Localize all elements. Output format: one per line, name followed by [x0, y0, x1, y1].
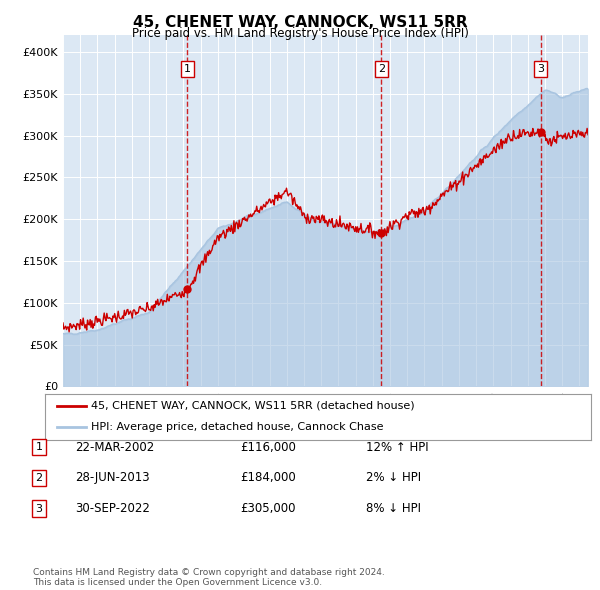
- Text: 3: 3: [537, 64, 544, 74]
- Text: Price paid vs. HM Land Registry's House Price Index (HPI): Price paid vs. HM Land Registry's House …: [131, 27, 469, 40]
- Text: 12% ↑ HPI: 12% ↑ HPI: [366, 441, 428, 454]
- Text: 8% ↓ HPI: 8% ↓ HPI: [366, 502, 421, 515]
- Text: Contains HM Land Registry data © Crown copyright and database right 2024.
This d: Contains HM Land Registry data © Crown c…: [33, 568, 385, 587]
- Text: 45, CHENET WAY, CANNOCK, WS11 5RR (detached house): 45, CHENET WAY, CANNOCK, WS11 5RR (detac…: [91, 401, 415, 411]
- Text: 2: 2: [378, 64, 385, 74]
- Text: 45, CHENET WAY, CANNOCK, WS11 5RR: 45, CHENET WAY, CANNOCK, WS11 5RR: [133, 15, 467, 30]
- Text: HPI: Average price, detached house, Cannock Chase: HPI: Average price, detached house, Cann…: [91, 422, 384, 432]
- Text: 1: 1: [184, 64, 191, 74]
- Text: 3: 3: [35, 504, 43, 513]
- Text: £116,000: £116,000: [240, 441, 296, 454]
- Text: 22-MAR-2002: 22-MAR-2002: [75, 441, 154, 454]
- Text: 2% ↓ HPI: 2% ↓ HPI: [366, 471, 421, 484]
- Text: £184,000: £184,000: [240, 471, 296, 484]
- Text: 30-SEP-2022: 30-SEP-2022: [75, 502, 150, 515]
- Text: 2: 2: [35, 473, 43, 483]
- Text: 28-JUN-2013: 28-JUN-2013: [75, 471, 149, 484]
- Text: £305,000: £305,000: [240, 502, 296, 515]
- Text: 1: 1: [35, 442, 43, 452]
